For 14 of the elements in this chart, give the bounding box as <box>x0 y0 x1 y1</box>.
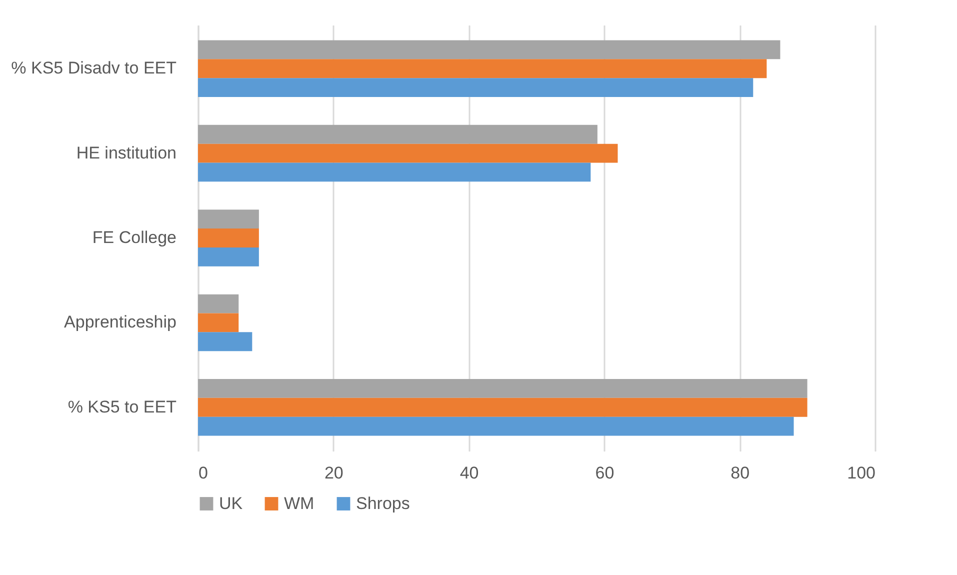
legend-label: Shrops <box>356 494 410 513</box>
y-tick-label: FE College <box>92 228 176 247</box>
x-tick-label: 60 <box>595 464 614 482</box>
x-tick-label: 40 <box>460 464 479 482</box>
x-tick-label: 100 <box>847 464 876 482</box>
legend-label: UK <box>219 494 244 513</box>
x-tick-label: 20 <box>324 464 344 482</box>
y-tick-label: HE institution <box>76 143 176 162</box>
y-tick-label: % KS5 to EET <box>68 397 176 416</box>
y-tick-label: Apprenticeship <box>64 312 176 332</box>
y-tick-label: % KS5 Disadv to EET <box>11 58 176 78</box>
x-tick-label: 80 <box>730 464 750 482</box>
x-tick-label: 0 <box>198 464 208 482</box>
legend-label: WM <box>284 494 314 513</box>
